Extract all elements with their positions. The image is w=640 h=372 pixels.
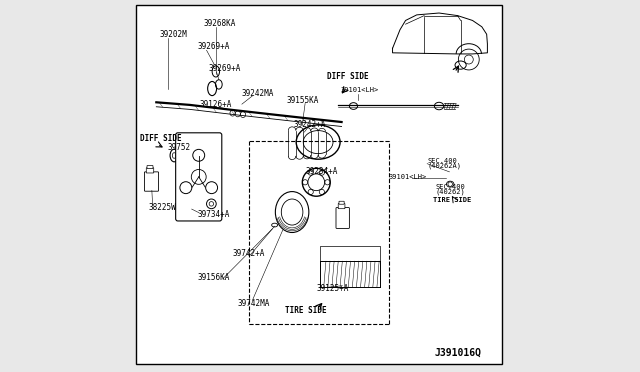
- Text: J391016Q: J391016Q: [435, 348, 482, 358]
- Ellipse shape: [180, 182, 192, 194]
- Circle shape: [209, 202, 214, 206]
- FancyBboxPatch shape: [338, 203, 345, 209]
- FancyBboxPatch shape: [147, 166, 153, 169]
- FancyBboxPatch shape: [145, 172, 159, 191]
- Text: 39752: 39752: [168, 142, 191, 151]
- Text: 39269+A: 39269+A: [197, 42, 230, 51]
- Text: 39101<LH>: 39101<LH>: [389, 174, 427, 180]
- Ellipse shape: [349, 103, 358, 109]
- Text: 39242+A: 39242+A: [294, 120, 326, 129]
- Ellipse shape: [435, 102, 444, 110]
- Text: 39234+A: 39234+A: [306, 167, 338, 176]
- Text: SEC.400: SEC.400: [427, 158, 457, 164]
- Text: (40262A): (40262A): [427, 163, 461, 169]
- Ellipse shape: [193, 150, 205, 161]
- FancyBboxPatch shape: [136, 5, 502, 364]
- Text: 39125+A: 39125+A: [316, 284, 349, 293]
- Text: 38225W: 38225W: [149, 203, 177, 212]
- Ellipse shape: [205, 182, 218, 194]
- Text: 39269+A: 39269+A: [209, 64, 241, 73]
- Text: 39156KA: 39156KA: [197, 273, 230, 282]
- Text: 39742MA: 39742MA: [237, 299, 270, 308]
- Text: SEC.400: SEC.400: [435, 184, 465, 190]
- Text: TIRE SIDE: TIRE SIDE: [433, 197, 471, 203]
- Text: 39734+A: 39734+A: [197, 209, 230, 218]
- Text: DIFF SIDE: DIFF SIDE: [326, 72, 369, 81]
- Text: 39202M: 39202M: [159, 30, 187, 39]
- Text: 39742+A: 39742+A: [232, 249, 265, 258]
- Text: 39155KA: 39155KA: [287, 96, 319, 105]
- Text: 39242MA: 39242MA: [242, 89, 275, 98]
- Text: DIFF SIDE: DIFF SIDE: [140, 134, 182, 142]
- FancyBboxPatch shape: [147, 168, 154, 173]
- FancyBboxPatch shape: [339, 201, 344, 204]
- Text: (40262): (40262): [435, 189, 465, 195]
- FancyBboxPatch shape: [175, 133, 222, 221]
- Text: 39101<LH>: 39101<LH>: [340, 87, 379, 93]
- Text: TIRE SIDE: TIRE SIDE: [285, 306, 326, 315]
- FancyBboxPatch shape: [336, 208, 349, 228]
- Text: 39126+A: 39126+A: [199, 100, 232, 109]
- Ellipse shape: [275, 192, 309, 232]
- Text: 39268KA: 39268KA: [204, 19, 236, 28]
